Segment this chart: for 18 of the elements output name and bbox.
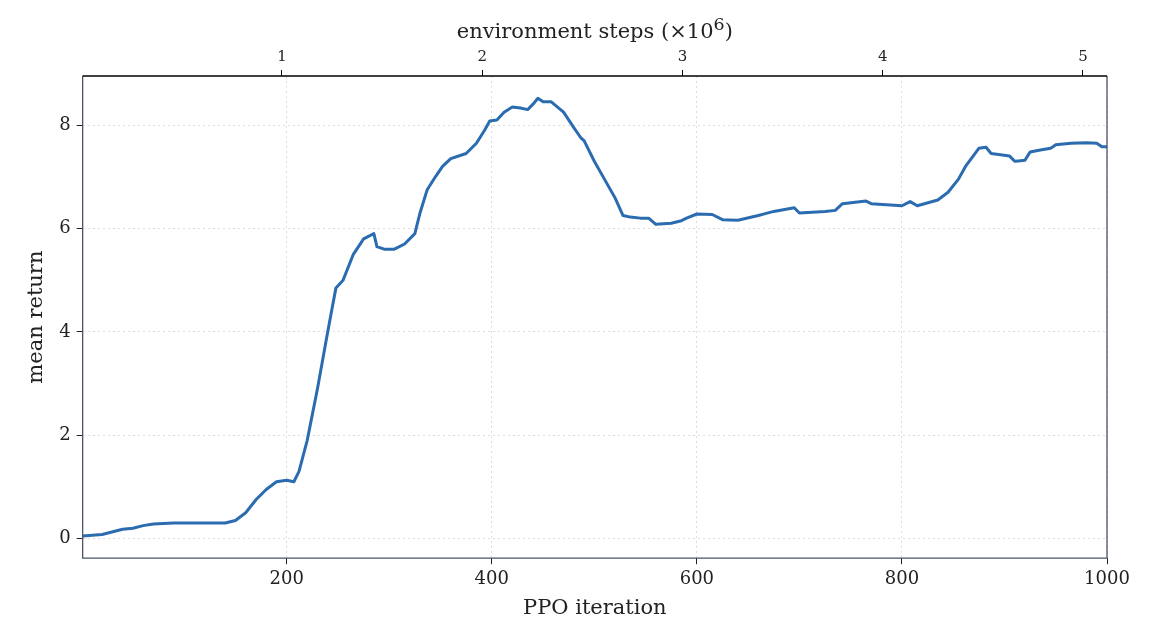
x2-axis-title: environment steps (×10$^{6}$) bbox=[456, 14, 733, 43]
x-tick-label: 600 bbox=[679, 566, 715, 588]
y-tick-label: 8 bbox=[59, 112, 71, 134]
x-tick-label: 1000 bbox=[1084, 566, 1130, 588]
y-tick-label: 6 bbox=[59, 216, 71, 238]
x2-tick-label: 2 bbox=[477, 46, 487, 65]
x-tick-label: 400 bbox=[474, 566, 509, 588]
x-tick-label: 800 bbox=[884, 566, 920, 588]
x2-tick-label: 5 bbox=[1078, 46, 1088, 65]
x2-tick-label: 3 bbox=[677, 46, 688, 65]
y-axis-title: mean return bbox=[23, 250, 48, 384]
x2-tick-label: 1 bbox=[277, 46, 287, 65]
x-axis-title: PPO iteration bbox=[523, 594, 667, 619]
x2-tick-label: 4 bbox=[877, 46, 888, 65]
y-tick-label: 2 bbox=[59, 422, 71, 444]
x-tick-label: 200 bbox=[269, 566, 304, 588]
y-tick-label: 0 bbox=[59, 526, 71, 548]
y-tick-label: 4 bbox=[59, 319, 71, 341]
